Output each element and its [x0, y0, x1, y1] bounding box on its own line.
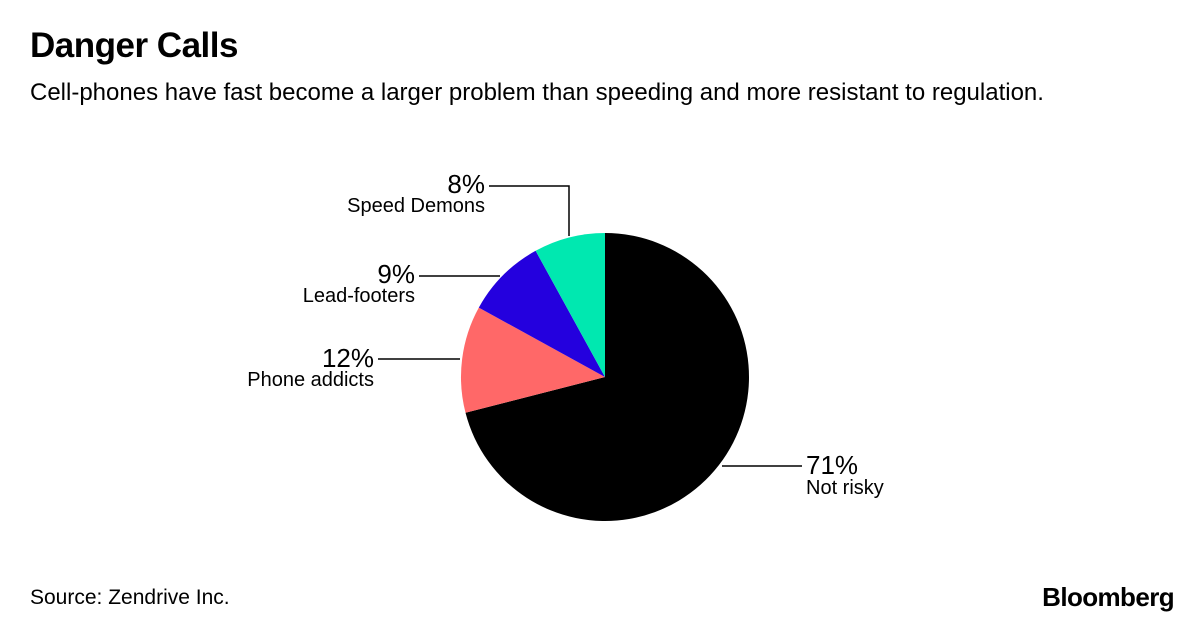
slice-label-lead-footers: 9% Lead-footers	[303, 259, 500, 307]
slice-label-speed-demons: 8% Speed Demons	[347, 169, 570, 236]
pie-slice-phone-addicts	[460, 307, 605, 413]
bloomberg-logo: Bloomberg	[1042, 582, 1174, 612]
source-note: Source: Zendrive Inc.	[30, 586, 230, 609]
chart-subtitle: Cell-phones have fast become a larger pr…	[30, 79, 1044, 106]
slice-label-not-risky: 71% Not risky	[722, 450, 884, 499]
slice-name-label-speed-demons: Speed Demons	[347, 195, 485, 217]
slice-label-phone-addicts: 12% Phone addicts	[247, 343, 460, 391]
slice-value-label-not-risky: 71%	[806, 450, 858, 480]
slice-value-label-phone-addicts: 12%	[322, 343, 374, 373]
pie-slice-lead-footers	[478, 250, 605, 377]
slice-name-label-phone-addicts: Phone addicts	[247, 369, 374, 391]
chart-title: Danger Calls	[30, 26, 238, 65]
pie-slice-speed-demons	[535, 233, 605, 377]
slice-name-label-not-risky: Not risky	[806, 477, 884, 499]
slice-value-label-speed-demons: 8%	[447, 169, 485, 199]
leader-line-speed-demons	[489, 185, 570, 236]
slice-name-label-lead-footers: Lead-footers	[303, 285, 415, 307]
slice-value-label-lead-footers: 9%	[377, 259, 415, 289]
pie-slice-not-risky	[465, 233, 749, 521]
pie-slices	[460, 233, 749, 521]
